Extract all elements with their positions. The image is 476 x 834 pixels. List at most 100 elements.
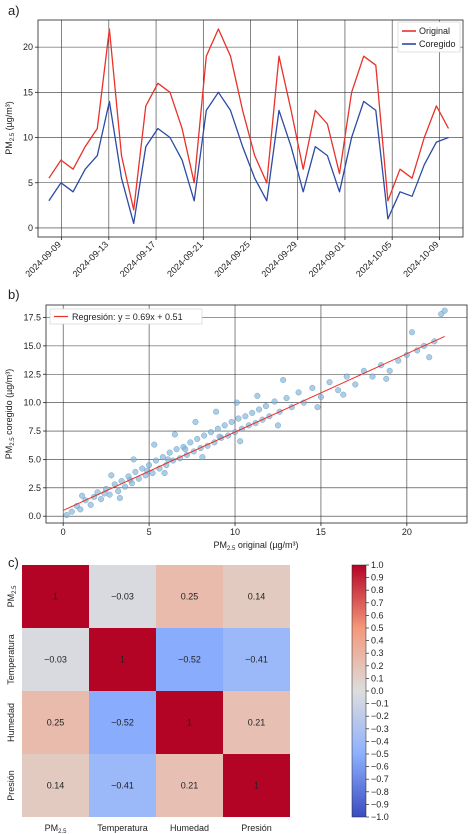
- scatter-point: [262, 403, 269, 410]
- colorbar-tick-label: 0.9: [371, 573, 384, 583]
- scatter-point: [271, 398, 278, 405]
- scatter-point: [221, 422, 228, 429]
- scatter-point: [283, 395, 290, 402]
- y-tick-label: 2.5: [28, 483, 41, 493]
- legend-regression-label: Regresión: y = 0.69x + 0.51: [72, 312, 183, 322]
- heatmap-cell-value: 0.25: [47, 718, 65, 728]
- scatter-point: [122, 483, 129, 490]
- heatmap-cell-value: 0.14: [47, 781, 65, 791]
- heatmap-cell: [223, 565, 290, 628]
- scatter-point: [352, 381, 359, 388]
- scatter-point: [161, 470, 168, 477]
- scatter-point: [235, 415, 242, 422]
- panel-b-ylabel-unit: coregido (µg/m³): [4, 369, 14, 438]
- heatmap-cell: [223, 754, 290, 817]
- panel-a-ylabel-main: PM: [4, 141, 14, 155]
- scatter-point: [130, 456, 137, 463]
- colorbar-tick-label: −0.3: [371, 724, 389, 734]
- colorbar-tick-label: −0.1: [371, 699, 389, 709]
- heatmap-column-label-main: Humedad: [170, 823, 209, 833]
- scatter-point: [173, 446, 180, 453]
- regression-line: [62, 336, 445, 511]
- scatter-point: [159, 454, 166, 461]
- heatmap-row-label: Temperatura: [6, 634, 16, 685]
- x-tick-label: 15: [316, 527, 326, 537]
- scatter-point: [343, 373, 350, 380]
- scatter-point: [139, 465, 146, 472]
- heatmap-cell: [156, 754, 223, 817]
- panel-a-ylabel: PM2.5 (µg/m³): [4, 101, 16, 155]
- scatter-point: [151, 441, 158, 448]
- scatter-point: [187, 439, 194, 446]
- scatter-point: [115, 488, 122, 495]
- scatter-point: [314, 404, 321, 411]
- y-tick-label: 5.0: [28, 454, 41, 464]
- series-line-original: [48, 28, 450, 211]
- x-tick-label: 20: [402, 527, 412, 537]
- colorbar-tick-label: 0.0: [371, 686, 384, 696]
- heatmap-column-labels: PM2.5 Temperatura Humedad Presión: [45, 823, 272, 834]
- colorbar-tick-label: −0.8: [371, 787, 389, 797]
- y-tick-label: 0: [28, 223, 33, 233]
- heatmap-row-label-sub: 2.5: [12, 585, 18, 594]
- scatter-point: [77, 506, 84, 513]
- panel-a-y-ticks: 0 5 10 15 20: [23, 42, 38, 233]
- panel-b-ylabel-sub: 2.5: [10, 437, 16, 446]
- scatter-point: [295, 389, 302, 396]
- scatter-point: [335, 387, 342, 394]
- scatter-point: [116, 495, 123, 502]
- heatmap-row-label: PM2.5: [6, 585, 18, 608]
- x-tick-label: 2024-09-13: [71, 239, 111, 279]
- colorbar-tick-label: −0.5: [371, 749, 389, 759]
- colorbar-tick-label: −0.7: [371, 774, 389, 784]
- scatter-point: [280, 376, 287, 383]
- colorbar-tick-label: 0.4: [371, 636, 384, 646]
- heatmap-cell-value: 0.25: [181, 592, 199, 602]
- panel-a-x-ticks: 2024-09-09 2024-09-13 2024-09-17 2024-09-21…: [23, 237, 441, 279]
- x-tick-label: 0: [61, 527, 66, 537]
- heatmap-column-label-main: PM: [45, 823, 59, 833]
- y-tick-label: 5: [28, 178, 33, 188]
- y-tick-label: 15.0: [23, 341, 41, 351]
- heatmap-cell-value: 1: [120, 655, 125, 665]
- x-tick-label: 2024-10-05: [354, 239, 394, 279]
- colorbar-tick-label: −0.4: [371, 736, 389, 746]
- panel-b-points: [63, 307, 448, 519]
- heatmap-cell-value: 1: [254, 781, 259, 791]
- scatter-point: [201, 432, 208, 439]
- x-tick-label: 2024-10-09: [401, 239, 441, 279]
- colorbar: [351, 564, 367, 818]
- heatmap-row-label-main: Presión: [6, 770, 16, 801]
- x-tick-label: 2024-09-01: [307, 239, 347, 279]
- scatter-point: [97, 496, 104, 503]
- colorbar-tick-label: −0.9: [371, 799, 389, 809]
- heatmap-cell-value: −0.03: [111, 592, 134, 602]
- series-line-coregido: [48, 91, 449, 225]
- scatter-point: [87, 501, 94, 508]
- scatter-point: [340, 391, 347, 398]
- scatter-point: [228, 418, 235, 425]
- heatmap-cell-value: −0.41: [245, 655, 268, 665]
- heatmap-row-label: Presión: [6, 770, 16, 801]
- panel-a-grid: [38, 20, 463, 237]
- scatter-point: [254, 392, 261, 399]
- scatter-point: [207, 429, 214, 436]
- x-tick-label: 2024-09-17: [118, 239, 158, 279]
- colorbar-tick-label: 0.7: [371, 598, 384, 608]
- scatter-point: [199, 454, 206, 461]
- x-tick-label: 10: [230, 527, 240, 537]
- heatmap-cell-value: 1: [187, 718, 192, 728]
- panel-a-ylabel-sub: 2.5: [10, 132, 16, 141]
- scatter-point: [249, 409, 256, 416]
- y-tick-label: 12.5: [23, 369, 41, 379]
- heatmap-cell-value: 1: [53, 592, 58, 602]
- scatter-point: [166, 449, 173, 456]
- panel-b-frame: [45, 304, 468, 524]
- scatter-point: [192, 418, 199, 425]
- panel-c-label: c): [8, 555, 19, 570]
- x-tick-label: 2024-09-09: [23, 239, 63, 279]
- scatter-point: [242, 413, 249, 420]
- colorbar-ticks: 1.0 0.9 0.8 0.7 0.6 0.5 0.4 0.3 0.2 0.1 0.0 −0.1 −0.…: [366, 560, 389, 822]
- heatmap-row-label-main: Humedad: [6, 703, 16, 742]
- heatmap-cell: [22, 691, 89, 754]
